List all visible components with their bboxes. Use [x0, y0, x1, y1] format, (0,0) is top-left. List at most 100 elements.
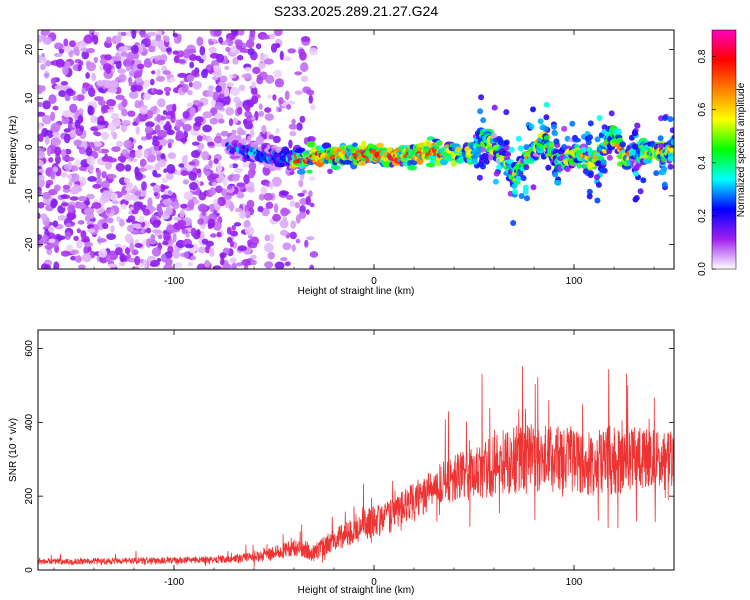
spectrogram-cell [112, 200, 119, 205]
colorbar-tick-label: 0.0 [697, 262, 708, 276]
spectrogram-cell [38, 111, 46, 117]
spectrogram-cell [185, 233, 190, 238]
spectrogram-cell [213, 135, 223, 144]
spectrogram-cell [480, 117, 487, 124]
spectrogram-cell [79, 125, 84, 132]
spectrogram-cell [69, 40, 76, 48]
spectrogram-cell [82, 253, 92, 263]
spectrogram-cell [81, 87, 86, 95]
spectrogram-cell [207, 218, 215, 229]
spectrogram-cell [267, 94, 272, 99]
spectrogram-cell [107, 173, 117, 180]
spectrogram-cell [110, 113, 120, 120]
spectrogram-cell [237, 245, 247, 252]
spectrogram-cell [180, 137, 188, 143]
spectrogram-cell [98, 248, 108, 258]
spectrogram-cell [99, 148, 110, 154]
spectrogram-cell [361, 140, 367, 146]
spectrogram-cell [619, 141, 626, 148]
spectrogram-cell [244, 67, 252, 72]
spectrogram-cell [188, 171, 197, 181]
spectrogram-cell [165, 120, 171, 131]
spectrogram-cell [125, 187, 132, 192]
spectrogram-cell [178, 59, 186, 64]
spectrogram-cell [123, 193, 133, 201]
spectrogram-cell [211, 98, 216, 109]
spectrogram-cell [493, 170, 500, 177]
spectrogram-cell [93, 141, 103, 147]
spectrogram-cell [156, 113, 162, 123]
spectrogram-cell [496, 164, 503, 170]
spectrogram-cell [155, 34, 162, 42]
spectrogram-cell [204, 259, 211, 268]
spectrogram-cell [291, 244, 296, 252]
spectrogram-cell [258, 110, 265, 117]
spectrogram-cell [263, 192, 274, 201]
spectrogram-cell [74, 159, 81, 167]
spectrogram-cell [231, 163, 239, 169]
spectrogram-cell [173, 216, 182, 221]
spectrogram-cell [160, 194, 171, 200]
spectrogram-cell [214, 102, 224, 110]
spectrogram-cell [226, 185, 233, 190]
spectrogram-cell [117, 68, 127, 74]
spectrogram-cell [155, 75, 166, 82]
spectrogram-cell [472, 159, 479, 165]
spectrogram-cell [87, 176, 97, 182]
spectrogram-cell [251, 81, 256, 89]
spectrogram-cell [38, 122, 43, 130]
spectrogram-cell [298, 179, 304, 188]
spectrogram-cell [177, 219, 187, 227]
spectrogram-cell [209, 187, 217, 196]
spectrogram-cell [661, 181, 668, 188]
spectrogram-cell [131, 30, 137, 39]
spectrogram-cell [110, 79, 118, 89]
spectrogram-cell [60, 194, 71, 199]
spectrogram-cell [265, 201, 274, 209]
spectrogram-cell [40, 213, 48, 221]
spectrogram-cell [251, 116, 256, 121]
spectrogram-cell [107, 108, 114, 113]
spectrogram-cell [52, 166, 59, 173]
spectrogram-cell [483, 158, 490, 165]
spectrogram-cell [67, 204, 76, 214]
snr-ylabel: SNR (10 * v/v) [8, 418, 19, 482]
spectrogram-cell [515, 175, 522, 182]
spectrogram-cell [101, 190, 112, 199]
spectrogram-cell [294, 201, 300, 209]
spectrogram-cell [145, 121, 155, 128]
spectrogram-cell [295, 238, 301, 244]
spectrogram-cell [304, 239, 309, 248]
spectrogram-cell [134, 255, 141, 266]
spectrogram-cell [58, 90, 67, 97]
spectrogram-cell [134, 100, 141, 109]
spectrogram-cell [101, 171, 107, 179]
spectrogram-xtick-label: 0 [371, 276, 377, 287]
spectrogram-cell [189, 107, 196, 116]
spectrogram-cell [98, 99, 106, 106]
spectrogram-cell [250, 254, 257, 260]
spectrogram-cell [182, 179, 189, 185]
spectrogram-cell [218, 118, 225, 124]
spectrogram-cell [86, 156, 96, 166]
spectrogram-cell [296, 169, 306, 175]
spectrogram-cell [241, 138, 247, 146]
spectrogram-cell [107, 157, 117, 163]
spectrogram-cell [53, 261, 60, 269]
spectrogram-cell [653, 170, 660, 177]
spectrogram-cell [172, 50, 180, 55]
spectrogram-cell [595, 160, 602, 167]
spectrogram-cell [121, 98, 128, 108]
spectrogram-cell [299, 205, 306, 214]
spectrogram-cell [225, 46, 231, 53]
spectrogram-cell [143, 149, 149, 159]
spectrogram-cell [128, 76, 133, 84]
spectrogram-cell [208, 247, 215, 257]
spectrogram-cell [352, 142, 358, 148]
spectrogram-cell [226, 226, 232, 235]
spectrogram-cell [93, 56, 99, 64]
spectrogram-cell [201, 208, 207, 217]
spectrogram-cell [264, 113, 274, 121]
spectrogram-cell [237, 30, 245, 36]
spectrogram-ylabel: Frequency (Hz) [8, 116, 19, 185]
